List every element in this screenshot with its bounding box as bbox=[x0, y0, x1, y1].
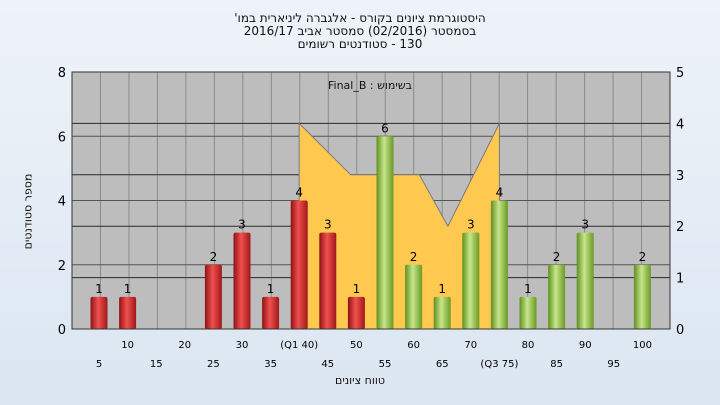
x-tick-label: 85 bbox=[550, 359, 563, 370]
bar bbox=[319, 232, 337, 329]
bar-value-label: 3 bbox=[238, 218, 246, 232]
bar-value-label: 1 bbox=[267, 282, 275, 296]
bar bbox=[405, 264, 423, 329]
x-tick-label: (Q1 40) bbox=[280, 340, 318, 351]
x-tick-label: 90 bbox=[579, 340, 592, 351]
bar bbox=[233, 232, 251, 329]
bar bbox=[519, 296, 537, 329]
bar bbox=[433, 296, 451, 329]
x-tick-label: 45 bbox=[321, 359, 334, 370]
x-tick-label: 10 bbox=[121, 340, 134, 351]
plot-border bbox=[71, 71, 671, 330]
x-tick-label: 60 bbox=[407, 340, 420, 351]
x-tick-label: 5 bbox=[96, 359, 102, 370]
y-axis-label: מספר סטודנטים bbox=[21, 173, 35, 250]
bar bbox=[548, 264, 566, 329]
bar bbox=[347, 296, 365, 329]
chart-title-line-2: בסמסטר (02/2016) סמסטר אביב 2016/17 bbox=[243, 24, 477, 38]
bar bbox=[90, 296, 108, 329]
y-tick-label: 4 bbox=[58, 195, 66, 210]
x-tick-label: 55 bbox=[379, 359, 392, 370]
bar bbox=[490, 200, 508, 329]
x-tick-label: 95 bbox=[607, 359, 620, 370]
bar-value-label: 2 bbox=[210, 250, 218, 264]
bar-value-label: 3 bbox=[324, 218, 332, 232]
bar bbox=[290, 200, 308, 329]
x-tick-label: 35 bbox=[264, 359, 277, 370]
x-axis-label: טווח ציונים bbox=[335, 374, 385, 387]
bar bbox=[119, 296, 137, 329]
bar-value-label: 2 bbox=[553, 250, 561, 264]
bar bbox=[633, 264, 651, 329]
x-tick-label: 65 bbox=[436, 359, 449, 370]
y-tick-label: 8 bbox=[58, 66, 66, 81]
bar-value-label: 3 bbox=[467, 218, 475, 232]
chart-title-line-1: היסטוגרמת ציונים בקורס - אלגברה ליניארית… bbox=[234, 11, 486, 25]
bar-value-label: 2 bbox=[410, 250, 418, 264]
x-tick-label: 15 bbox=[150, 359, 163, 370]
bar bbox=[376, 136, 394, 329]
y-tick-label: 2 bbox=[58, 259, 66, 274]
x-tick-label: 25 bbox=[207, 359, 220, 370]
filter-label: בשימוש : Final_B bbox=[328, 79, 412, 92]
y2-tick-label: 3 bbox=[676, 169, 684, 184]
bar-value-label: 2 bbox=[639, 250, 647, 264]
bar-value-label: 3 bbox=[581, 218, 589, 232]
bar-value-label: 1 bbox=[124, 282, 132, 296]
y2-tick-label: 2 bbox=[676, 220, 684, 235]
x-tick-label: 20 bbox=[178, 340, 191, 351]
y2-tick-label: 1 bbox=[676, 272, 684, 287]
y-tick-label: 6 bbox=[58, 130, 66, 145]
x-tick-label: (Q3 75) bbox=[480, 359, 518, 370]
bar bbox=[576, 232, 594, 329]
bar bbox=[204, 264, 222, 329]
x-tick-label: 70 bbox=[464, 340, 477, 351]
bar-value-label: 1 bbox=[524, 282, 532, 296]
bar-value-label: 1 bbox=[353, 282, 361, 296]
bar-value-label: 1 bbox=[438, 282, 446, 296]
bar bbox=[262, 296, 280, 329]
x-tick-label: 80 bbox=[522, 340, 535, 351]
y2-tick-label: 0 bbox=[676, 323, 684, 338]
y-tick-label: 0 bbox=[58, 323, 66, 338]
bar-value-label: 6 bbox=[381, 121, 389, 135]
chart-title-line-3: 130 - סטודנטים רשומים bbox=[297, 37, 423, 51]
bar-value-label: 1 bbox=[95, 282, 103, 296]
bar bbox=[462, 232, 480, 329]
x-tick-label: 50 bbox=[350, 340, 363, 351]
bar-value-label: 4 bbox=[295, 186, 303, 200]
bar-value-label: 4 bbox=[496, 186, 504, 200]
x-tick-label: 100 bbox=[633, 340, 652, 351]
y2-tick-label: 4 bbox=[676, 117, 684, 132]
x-tick-label: 30 bbox=[236, 340, 249, 351]
y2-tick-label: 5 bbox=[676, 66, 684, 81]
